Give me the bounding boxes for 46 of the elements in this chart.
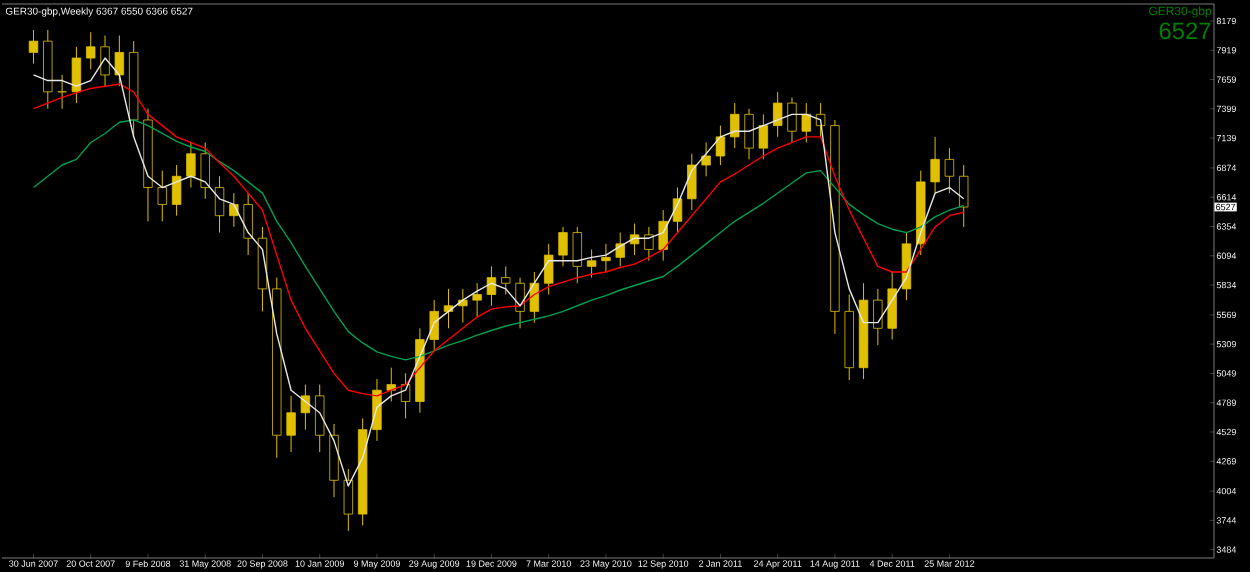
- candlestick: [959, 164, 969, 228]
- candlestick: [558, 226, 568, 267]
- candlestick: [930, 136, 940, 194]
- candlestick: [86, 31, 96, 70]
- candlestick: [615, 232, 625, 267]
- candlestick: [529, 271, 540, 324]
- candlestick: [543, 243, 554, 296]
- candlestick: [772, 91, 783, 138]
- candlestick: [944, 147, 955, 194]
- candlestick: [758, 113, 769, 160]
- candlestick: [687, 153, 697, 211]
- candlestick: [644, 226, 654, 262]
- candlestick: [744, 108, 754, 160]
- candlestick: [400, 372, 411, 419]
- candlestick: [715, 125, 726, 166]
- candlestick: [28, 29, 39, 65]
- candlestick: [586, 248, 597, 279]
- candlestick: [887, 271, 897, 341]
- candlestick: [801, 102, 811, 143]
- candlestick: [501, 265, 511, 296]
- candlestick: [186, 141, 196, 189]
- candlestick: [386, 367, 396, 402]
- candlestick: [171, 164, 182, 217]
- candlestick: [472, 282, 482, 318]
- candlestick: [157, 170, 167, 222]
- candlestick: [329, 423, 339, 498]
- candlestick: [114, 35, 125, 87]
- candlestick: [315, 384, 325, 453]
- candlestick: [243, 192, 253, 256]
- candlestick: [486, 265, 497, 307]
- candlestick: [873, 288, 883, 346]
- candlestick: [343, 468, 354, 532]
- candlestick: [200, 141, 210, 200]
- text: 6527: [1159, 22, 1211, 40]
- candlestick: [458, 288, 468, 324]
- candlestick: [572, 226, 582, 284]
- candlestick: [286, 395, 296, 453]
- candlestick: [787, 96, 797, 143]
- candlestick: [214, 175, 225, 234]
- candlestick: [100, 35, 110, 87]
- candlestick: [730, 102, 740, 149]
- candlestick: [229, 192, 239, 228]
- candlestick: [71, 46, 82, 104]
- candlestick: [701, 141, 711, 177]
- candlestick: [601, 243, 611, 273]
- candlestick: [300, 384, 311, 431]
